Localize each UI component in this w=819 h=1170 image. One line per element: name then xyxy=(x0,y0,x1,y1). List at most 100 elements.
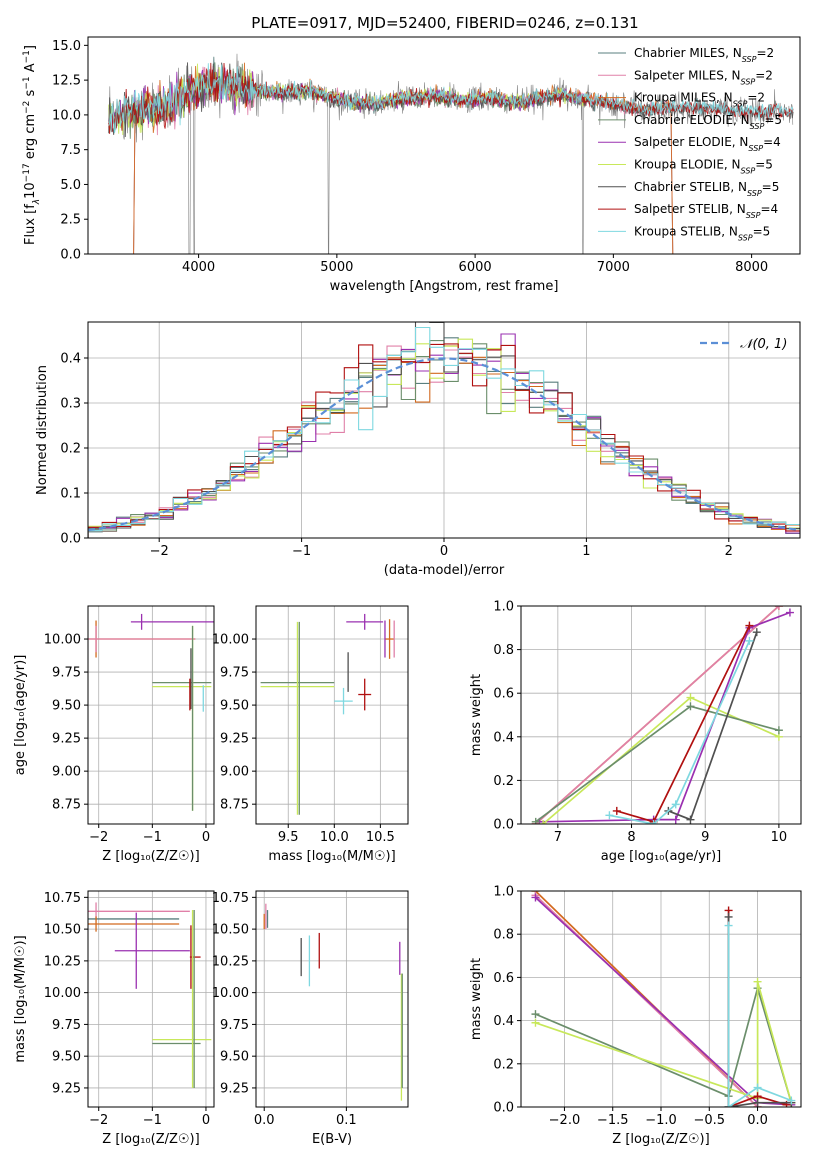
y-tick-label: 8.75 xyxy=(52,798,81,813)
axes: 7 8 9 10 0.0 0.2 0.4 0.6 0.8 1.0 age [log₁₀(age/yr… xyxy=(469,600,802,864)
y-axis-label-part: s xyxy=(23,89,38,100)
legend-label: Chabrier STELIB, NSSP=5 xyxy=(634,180,779,198)
axes: −2.0 −1.5 −1.0 −0.5 0.0 0.0 0.2 0.4 0.6 0.8 1.0 Z [… xyxy=(469,885,802,1147)
y-axis-label-part: 10 xyxy=(23,182,38,199)
y-tick-label: 10.00 xyxy=(212,633,249,648)
x-tick-label: 10 xyxy=(771,830,788,845)
legend-label: Chabrier MILES, NSSP=2 xyxy=(634,46,774,64)
y-tick-label: 9.75 xyxy=(52,666,81,681)
y-axis-label-part: −1 xyxy=(22,76,32,89)
y-tick-label: 0.0 xyxy=(493,1101,514,1116)
series-marker xyxy=(686,815,695,824)
series-marker xyxy=(686,693,695,702)
data-point xyxy=(334,687,353,715)
chart-residuals: −2 −1 0 1 2 0.0 0.1 0.2 0.3 0.4 (data-model)/error… xyxy=(35,321,801,578)
y-tick-label: 0.3 xyxy=(60,397,81,412)
x-tick-label: −2 xyxy=(89,830,108,845)
y-tick-label: 9.25 xyxy=(52,732,81,747)
y-tick-label: 7.5 xyxy=(60,143,81,158)
y-tick-label: 9.25 xyxy=(220,1081,249,1096)
y-tick-label: 10.00 xyxy=(44,986,81,1001)
series-line-chabrier-elodie xyxy=(535,985,793,1103)
y-tick-label: 0.0 xyxy=(493,818,514,833)
x-tick-label: 0 xyxy=(202,830,210,845)
axes: −2 −1 0 9.25 9.50 9.75 10.00 10.25 10.50 10.75 Z [… xyxy=(13,890,215,1147)
plot-area xyxy=(260,613,395,815)
legend-label: 𝒩(0, 1) xyxy=(740,337,787,352)
y-axis-label-part: −1 xyxy=(22,50,32,63)
legend-label-sub: SSP xyxy=(741,166,756,175)
series-marker xyxy=(531,817,540,824)
legend-label-tail: =5 xyxy=(755,158,773,172)
chart-spectrum: 4000 5000 6000 7000 8000 0.0 2.5 5.0 7.5 10.0 12.5… xyxy=(22,14,801,294)
plot-area xyxy=(263,903,403,1101)
data-point xyxy=(130,613,214,630)
series-marker xyxy=(612,806,621,815)
y-tick-label: 0.2 xyxy=(493,774,514,789)
plot-area xyxy=(88,902,212,1088)
series-marker xyxy=(671,800,680,809)
x-tick-label: −0.5 xyxy=(693,1113,725,1128)
y-tick-label: 8.75 xyxy=(220,798,249,813)
x-tick-label: −1 xyxy=(292,544,311,559)
y-tick-label: 10.00 xyxy=(44,633,81,648)
x-axis-label: mass [log₁₀(M/M☉)] xyxy=(268,849,395,864)
x-tick-label: 10.0 xyxy=(320,830,349,845)
y-axis-label-part: λ xyxy=(32,199,42,205)
legend-label-tail: =2 xyxy=(756,46,774,60)
x-tick-label: 8000 xyxy=(735,260,768,275)
x-tick-label: 5000 xyxy=(320,260,353,275)
y-tick-label: 9.50 xyxy=(220,1050,249,1065)
x-axis-label: E(B-V) xyxy=(312,1132,352,1147)
y-axis-label: Flux [fλ10−17 erg cm−2 s−1 A−1] xyxy=(22,45,42,245)
y-tick-label: 9.75 xyxy=(220,666,249,681)
histogram-kroupa-stelib xyxy=(88,326,800,538)
legend-label-sub: SSP xyxy=(738,233,753,242)
plot-area xyxy=(531,606,794,824)
chart-age_vs_mass: 9.5 10.0 10.5 8.75 9.00 9.25 9.50 9.75 10.00 mass… xyxy=(212,605,409,864)
y-tick-label: 0.8 xyxy=(493,643,514,658)
series-marker xyxy=(787,1096,796,1105)
data-point xyxy=(88,916,180,932)
y-tick-label: 9.00 xyxy=(220,765,249,780)
y-tick-label: 10.25 xyxy=(44,954,81,969)
series-marker xyxy=(724,912,733,921)
legend-label-text: Kroupa STELIB, N xyxy=(634,224,738,238)
y-tick-label: 0.4 xyxy=(493,1014,514,1029)
y-tick-label: 9.50 xyxy=(52,699,81,714)
x-tick-label: 0.1 xyxy=(336,1113,357,1128)
y-tick-label: 2.5 xyxy=(60,213,81,228)
y-tick-label: 1.0 xyxy=(493,885,514,900)
legend-label-text: Chabrier MILES, N xyxy=(634,46,742,60)
x-tick-label: −1.0 xyxy=(645,1113,677,1128)
legend-label: Kroupa ELODIE, NSSP=5 xyxy=(634,158,773,176)
series-line-chabrier-stelib xyxy=(727,916,792,1107)
x-tick-label: 1 xyxy=(582,544,590,559)
x-axis-label: (data-model)/error xyxy=(384,563,505,578)
legend-label: Chabrier ELODIE, NSSP=5 xyxy=(634,113,782,130)
series-marker xyxy=(539,820,548,824)
y-axis-label-part: Flux [f xyxy=(23,204,38,245)
x-tick-label: 6000 xyxy=(459,260,492,275)
axes: 4000 5000 6000 7000 8000 0.0 2.5 5.0 7.5 10.0 12.5… xyxy=(22,14,801,294)
series-marker xyxy=(531,1010,540,1019)
plot-area xyxy=(88,613,214,811)
axes-frame xyxy=(520,605,802,825)
x-axis-label: wavelength [Angstrom, rest frame] xyxy=(330,279,559,294)
legend-label-text: Chabrier ELODIE, N xyxy=(634,113,750,127)
axes: −2 −1 0 8.75 9.00 9.25 9.50 9.75 10.00 Z [log₁₀(Z… xyxy=(13,605,215,864)
x-tick-label: −1.5 xyxy=(597,1113,629,1128)
series-line-chabrier-elodie xyxy=(535,705,780,823)
legend-label-sub: SSP xyxy=(746,211,761,220)
legend-label-tail: =5 xyxy=(762,180,780,194)
x-tick-label: −1 xyxy=(143,1113,162,1128)
series-marker xyxy=(671,815,680,824)
chart-weight_vs_Z: −2.0 −1.5 −1.0 −0.5 0.0 0.0 0.2 0.4 0.6 0.8 1.0 Z [… xyxy=(469,885,802,1147)
axes-frame xyxy=(87,890,215,1108)
x-axis-label: Z [log₁₀(Z/Z☉)] xyxy=(102,1132,199,1147)
x-tick-label: 2 xyxy=(725,544,733,559)
legend-label: Kroupa MILES, NSSP=2 xyxy=(634,91,765,109)
y-tick-label: 15.0 xyxy=(52,39,81,54)
y-tick-label: 9.75 xyxy=(52,1018,81,1033)
legend-label-sub: SSP xyxy=(741,77,756,86)
